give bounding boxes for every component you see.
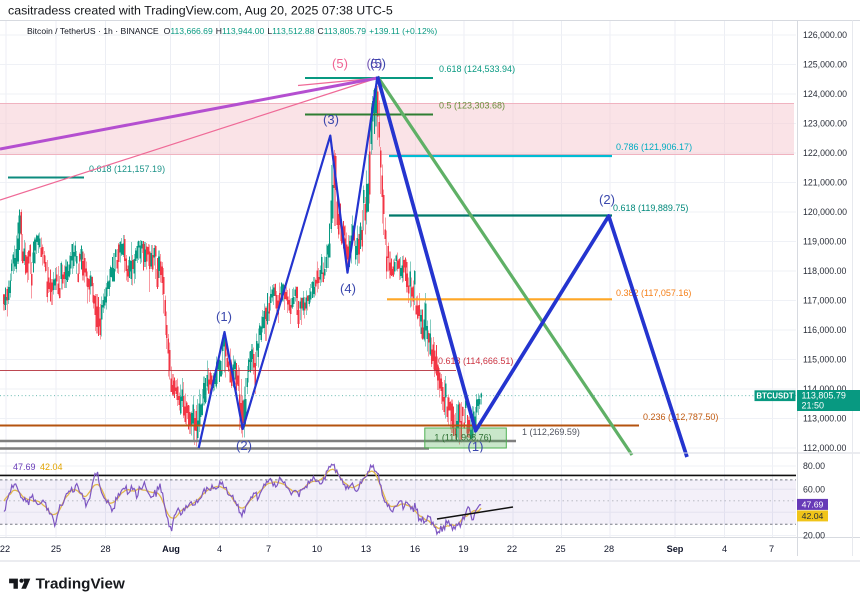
svg-text:(5): (5) — [332, 56, 348, 71]
svg-text:(5): (5) — [370, 56, 386, 71]
svg-text:4: 4 — [217, 544, 222, 554]
svg-text:(5): (5) — [367, 56, 383, 71]
svg-text:47.69: 47.69 — [13, 462, 36, 472]
svg-text:(3): (3) — [323, 112, 339, 127]
svg-text:13: 13 — [361, 544, 371, 554]
svg-text:116,000.00: 116,000.00 — [803, 325, 846, 335]
svg-text:126,000.00: 126,000.00 — [803, 30, 847, 40]
svg-text:0.786 (121,906.17): 0.786 (121,906.17) — [616, 142, 692, 152]
svg-text:25: 25 — [51, 544, 61, 554]
svg-text:25: 25 — [555, 544, 565, 554]
svg-text:TradingView: TradingView — [36, 576, 125, 593]
svg-text:7: 7 — [266, 544, 271, 554]
svg-text:123,000.00: 123,000.00 — [803, 119, 847, 129]
svg-text:(2): (2) — [236, 438, 252, 453]
svg-text:4: 4 — [722, 544, 727, 554]
svg-text:0.5 (123,303.68): 0.5 (123,303.68) — [439, 101, 505, 111]
svg-text:Sep: Sep — [667, 544, 684, 554]
svg-text:42.04: 42.04 — [802, 511, 824, 521]
svg-text:0.382 (117,057.16): 0.382 (117,057.16) — [616, 288, 691, 298]
svg-text:1 (111,908.76): 1 (111,908.76) — [434, 433, 491, 443]
svg-text:22: 22 — [507, 544, 517, 554]
svg-text:28: 28 — [100, 544, 110, 554]
svg-text:115,000.00: 115,000.00 — [803, 355, 846, 365]
svg-text:119,000.00: 119,000.00 — [803, 237, 846, 247]
svg-text:0.618 (121,157.19): 0.618 (121,157.19) — [89, 164, 165, 174]
svg-text:42.04: 42.04 — [40, 462, 63, 472]
svg-text:60.00: 60.00 — [803, 484, 825, 494]
svg-text:120,000.00: 120,000.00 — [803, 207, 847, 217]
svg-text:0.618 (114,666.51): 0.618 (114,666.51) — [438, 356, 513, 366]
svg-text:122,000.00: 122,000.00 — [803, 148, 847, 158]
svg-text:112,000.00: 112,000.00 — [803, 443, 846, 453]
svg-text:(4): (4) — [340, 281, 356, 296]
svg-text:28: 28 — [604, 544, 614, 554]
svg-text:0.236 (112,787.50): 0.236 (112,787.50) — [643, 412, 718, 422]
svg-text:7: 7 — [769, 544, 774, 554]
svg-text:1 (112,269.59): 1 (112,269.59) — [522, 427, 580, 437]
svg-text:80.00: 80.00 — [803, 461, 825, 471]
svg-text:19: 19 — [458, 544, 468, 554]
svg-text:21:50: 21:50 — [802, 401, 825, 411]
svg-text:Aug: Aug — [162, 544, 180, 554]
svg-text:BTCUSDT: BTCUSDT — [756, 392, 793, 401]
svg-text:113,000.00: 113,000.00 — [803, 414, 846, 424]
svg-text:121,000.00: 121,000.00 — [803, 178, 847, 188]
svg-text:125,000.00: 125,000.00 — [803, 60, 847, 70]
svg-text:0.618 (124,533.94): 0.618 (124,533.94) — [439, 64, 515, 74]
svg-text:10: 10 — [312, 544, 322, 554]
svg-text:(1): (1) — [216, 309, 232, 324]
svg-text:118,000.00: 118,000.00 — [803, 266, 846, 276]
svg-text:22: 22 — [0, 544, 10, 554]
svg-text:(2): (2) — [599, 192, 615, 207]
svg-text:114,000.00: 114,000.00 — [803, 384, 846, 394]
svg-text:117,000.00: 117,000.00 — [803, 296, 846, 306]
svg-text:(1): (1) — [468, 439, 484, 454]
svg-text:47.69: 47.69 — [802, 500, 824, 510]
svg-text:casitradess created with Tradi: casitradess created with TradingView.com… — [8, 4, 393, 18]
svg-text:124,000.00: 124,000.00 — [803, 89, 847, 99]
svg-text:Bitcoin / TetherUS · 1h · BINA: Bitcoin / TetherUS · 1h · BINANCE O113,66… — [27, 26, 437, 36]
svg-text:113,805.79: 113,805.79 — [802, 391, 846, 401]
svg-text:16: 16 — [410, 544, 420, 554]
svg-text:20.00: 20.00 — [803, 531, 825, 541]
svg-text:0.618 (119,889.75): 0.618 (119,889.75) — [613, 203, 688, 213]
